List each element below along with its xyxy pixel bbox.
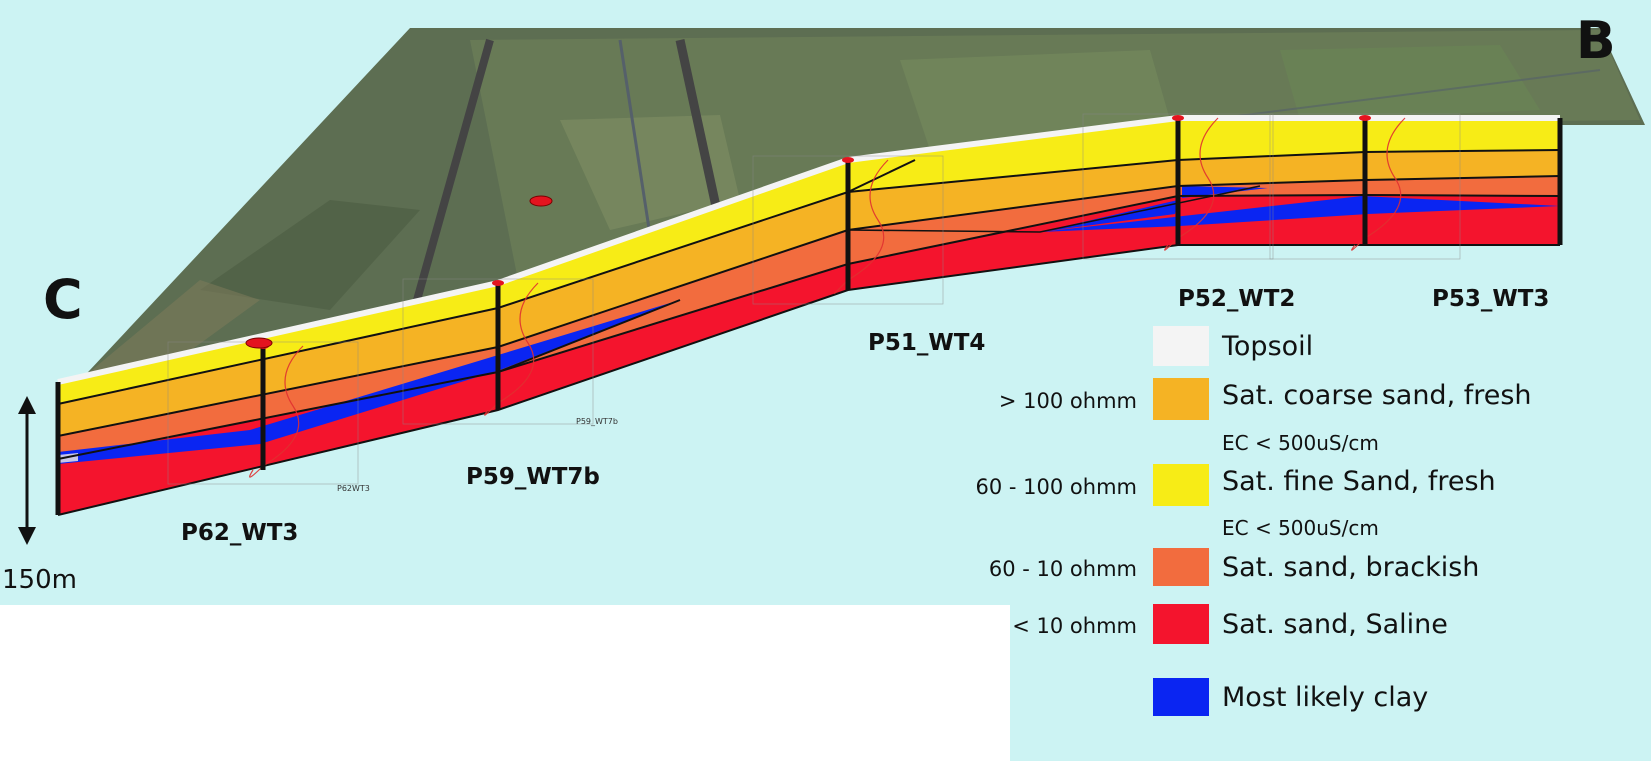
- well-top-marker: [245, 337, 273, 349]
- legend-item-clay: Most likely clay: [1153, 678, 1428, 716]
- inset-label-p62: P62WT3: [337, 484, 370, 493]
- clay-lens-mid: [1040, 200, 1178, 232]
- legend-swatch-clay: [1153, 678, 1209, 716]
- well-columns: [167, 113, 1461, 485]
- well-p51_wt4: [752, 155, 944, 305]
- well-label-p62: P62_WT3: [181, 520, 298, 546]
- legend-range-saline: < 10 ohmm: [1012, 614, 1137, 638]
- legend-swatch-saline: [1153, 604, 1209, 644]
- layer-strata: [55, 115, 1563, 516]
- legend-item-fine: Sat. fine Sand, fresh 60 - 100 ohmm EC < 5…: [976, 464, 1496, 540]
- legend-label-clay: Most likely clay: [1222, 682, 1428, 713]
- legend-sub-fine: EC < 500uS/cm: [1222, 516, 1379, 540]
- corner-label-right: B: [1576, 11, 1616, 71]
- legend-range-fine: 60 - 100 ohmm: [976, 475, 1137, 499]
- legend-item-topsoil: Topsoil: [1153, 326, 1313, 366]
- legend-background-extension: [1010, 605, 1651, 761]
- legend-label-brackish: Sat. sand, brackish: [1222, 552, 1479, 583]
- well-p59_wt7b: [402, 278, 594, 425]
- well-label-p52: P52_WT2: [1178, 286, 1295, 312]
- well-p52_wt2: [1082, 113, 1274, 260]
- well-label-p51: P51_WT4: [868, 330, 985, 356]
- legend-swatch-topsoil: [1153, 326, 1209, 366]
- layer-saline: [58, 195, 1560, 515]
- well-label-p53: P53_WT3: [1432, 286, 1549, 312]
- location-marker: [529, 195, 553, 207]
- well-label-p59: P59_WT7b: [466, 464, 600, 490]
- corner-label-left: C: [43, 268, 83, 331]
- legend-swatch-coarse: [1153, 378, 1209, 420]
- legend-sub-coarse: EC < 500uS/cm: [1222, 431, 1379, 455]
- legend-swatch-brackish: [1153, 548, 1209, 586]
- legend-label-topsoil: Topsoil: [1221, 331, 1313, 362]
- legend-swatch-fine: [1153, 464, 1209, 506]
- clay-lens-east: [1040, 196, 1560, 232]
- legend-label-saline: Sat. sand, Saline: [1222, 609, 1448, 640]
- vertical-scale-arrow: [18, 396, 36, 545]
- legend-item-saline: Sat. sand, Saline < 10 ohmm: [1012, 604, 1448, 644]
- legend-item-coarse: Sat. coarse sand, fresh > 100 ohmm EC < 50…: [999, 378, 1532, 455]
- legend-label-fine: Sat. fine Sand, fresh: [1222, 466, 1496, 497]
- scale-bar-label: 150m: [2, 565, 77, 595]
- legend-range-brackish: 60 - 10 ohmm: [989, 557, 1137, 581]
- topsoil-surface: [57, 115, 1560, 385]
- inset-label-p59: P59_WT7b: [576, 417, 618, 426]
- well-p53_wt3: [1269, 113, 1461, 260]
- legend-item-brackish: Sat. sand, brackish 60 - 10 ohmm: [989, 548, 1479, 586]
- legend: Topsoil Sat. coarse sand, fresh > 100 ohmm…: [976, 326, 1532, 716]
- legend-label-coarse: Sat. coarse sand, fresh: [1222, 380, 1532, 411]
- legend-range-coarse: > 100 ohmm: [999, 389, 1137, 413]
